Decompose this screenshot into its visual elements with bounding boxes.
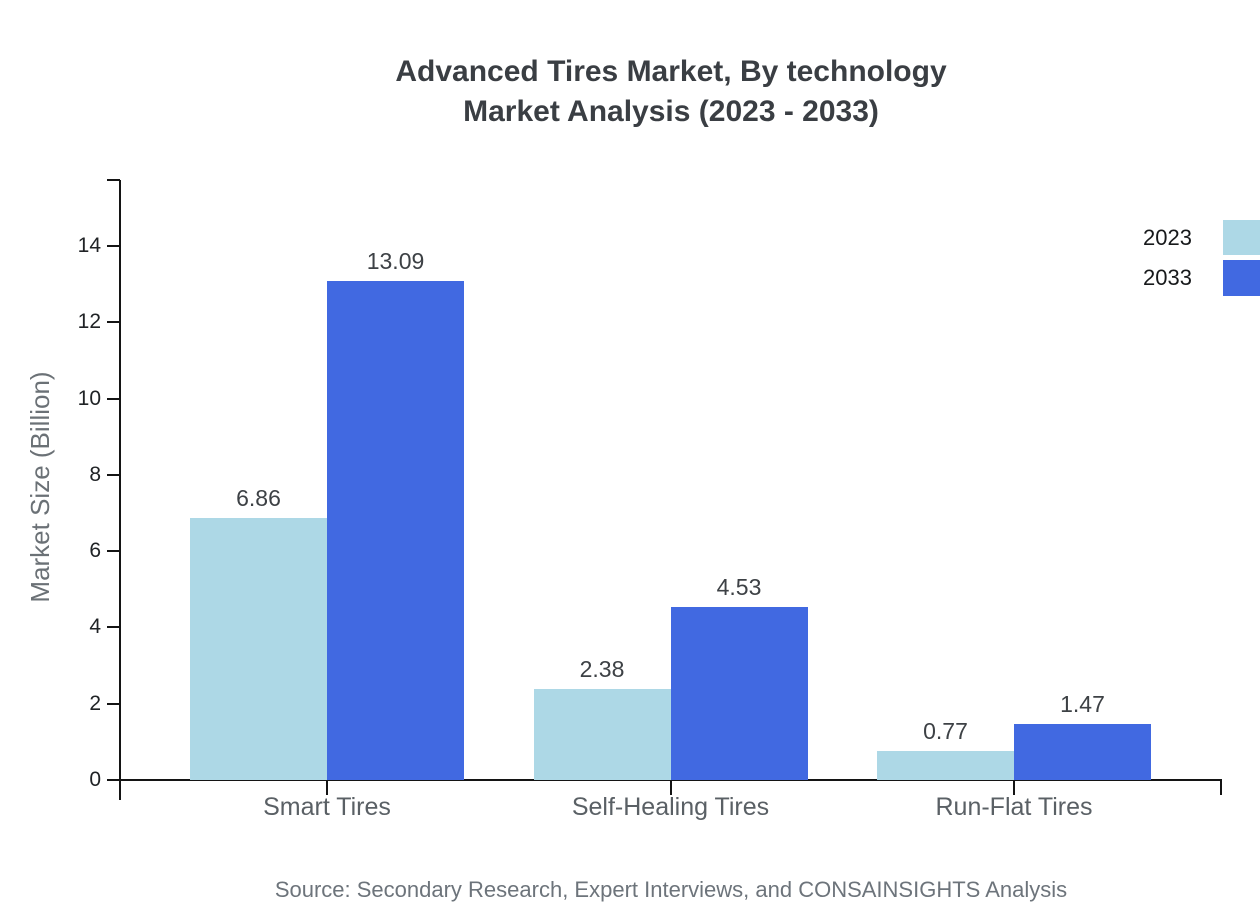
y-tick-label-2: 2	[89, 691, 101, 715]
y-tick-12	[107, 321, 120, 324]
x-tick-2	[1013, 781, 1015, 795]
chart-title-line2: Market Analysis (2023 - 2033)	[463, 95, 879, 128]
bar-2023-cat0	[190, 518, 327, 780]
y-tick-label-6: 6	[89, 539, 101, 563]
y-axis-top-cap-tick	[107, 179, 120, 181]
y-tick-10	[107, 397, 120, 400]
value-label-2033-cat1: 4.53	[716, 574, 762, 601]
value-label-2023-cat1: 2.38	[579, 656, 625, 683]
legend-label-2023: 2023	[1143, 225, 1192, 250]
value-label-2033-cat2: 1.47	[1060, 690, 1105, 717]
value-label-2023-cat2: 0.77	[923, 717, 968, 744]
x-tick-0	[326, 781, 328, 795]
bar-2033-cat1	[670, 607, 808, 780]
y-tick-label-10: 10	[77, 386, 101, 410]
y-tick-label-8: 8	[89, 462, 101, 486]
bar-2033-cat2	[1014, 723, 1151, 780]
legend-swatch-2023	[1223, 220, 1260, 255]
y-tick-label-0: 0	[89, 768, 101, 791]
y-axis-spine	[119, 180, 121, 800]
y-tick-label-12: 12	[77, 310, 101, 334]
bar-2023-cat1	[533, 689, 671, 780]
y-tick-6	[107, 550, 120, 553]
x-axis-end-tick	[1220, 781, 1222, 795]
bar-2033-cat0	[327, 280, 464, 780]
value-label-2033-cat0: 13.09	[366, 247, 425, 274]
value-label-2023-cat0: 6.86	[236, 485, 281, 512]
y-tick-8	[107, 473, 120, 476]
source-note: Source: Secondary Research, Expert Inter…	[274, 877, 1068, 902]
y-tick-14	[107, 245, 120, 247]
y-tick-label-4: 4	[89, 615, 101, 639]
chart-title-line1: Advanced Tires Market, By technology	[395, 55, 947, 88]
x-axis-spine	[107, 779, 1222, 781]
y-tick-0	[107, 779, 120, 781]
x-tick-1	[669, 781, 672, 795]
legend-label-2033: 2033	[1143, 265, 1192, 290]
y-tick-2	[107, 702, 120, 705]
y-tick-4	[107, 626, 120, 629]
category-label-0: Smart Tires	[263, 793, 391, 821]
bar-2023-cat2	[877, 750, 1014, 780]
category-label-2: Run-Flat Tires	[935, 793, 1093, 821]
chart-title: Advanced Tires Market, By technology Mar…	[80, 52, 1260, 132]
y-tick-label-14: 14	[77, 234, 101, 257]
category-label-1: Self-Healing Tires	[571, 793, 770, 821]
legend-swatch-2033	[1223, 260, 1260, 296]
